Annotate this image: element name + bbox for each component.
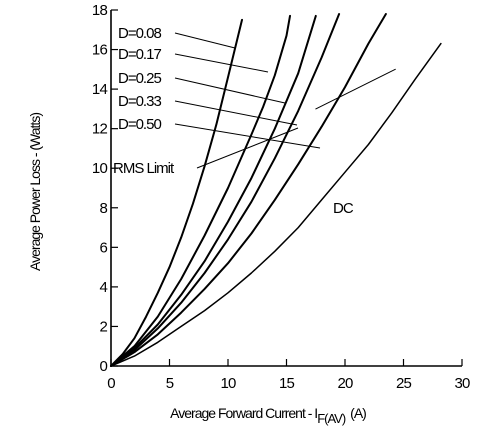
series-line-dc: [110, 42, 442, 367]
leader-line-rms-limit: [196, 127, 299, 169]
curve-label-rms-limit: RMS Limit: [113, 160, 175, 177]
series-line-d-0-08: [110, 18, 243, 367]
leader-line-d-0-08: [174, 32, 236, 49]
y-tick-label: 4: [99, 279, 107, 296]
series-line-d-0-25: [110, 14, 317, 367]
y-tick-label: 8: [99, 200, 107, 217]
series-line-d-0-50: [110, 13, 387, 367]
y-axis-label: Average Power Loss - (Watts): [27, 113, 43, 271]
curve-label-dc: DC: [333, 200, 354, 217]
series-lines: [110, 13, 442, 367]
label-leader-lines: [174, 32, 321, 169]
x-tick-label: 30: [454, 375, 470, 392]
y-tick-label: 6: [99, 239, 107, 256]
y-tick-label: 18: [92, 2, 108, 19]
series-line-rms-limit: [315, 68, 396, 110]
y-tick-label: 14: [92, 81, 108, 98]
x-tick-label: 5: [166, 375, 174, 392]
axes: [110, 10, 462, 367]
y-tick-label: 0: [99, 358, 107, 375]
y-tick-label: 16: [92, 42, 108, 59]
x-axis-label: Average Forward Current - IF(AV) (A): [170, 405, 366, 426]
curve-labels: D=0.08 D=0.17 D=0.25 D=0.33 D=0.50 RMS Limit D…: [113, 25, 355, 217]
curve-label-d-0-50: D=0.50: [118, 116, 161, 133]
ticks: 0 5 10 15 20 25 30 0 2 4 6 8 10 12 14 16 18: [92, 2, 471, 392]
y-tick-label: 2: [99, 318, 107, 335]
leader-line-d-0-33: [174, 100, 298, 126]
series-line-d-0-33: [110, 13, 341, 367]
curve-label-d-0-33: D=0.33: [118, 93, 161, 110]
x-tick-label: 10: [220, 375, 236, 392]
x-tick-label: 25: [396, 375, 412, 392]
leader-line-d-0-25: [174, 77, 286, 104]
leader-line-d-0-17: [174, 53, 269, 73]
curve-label-d-0-25: D=0.25: [118, 70, 161, 87]
x-tick-label: 20: [337, 375, 353, 392]
x-tick-label: 15: [279, 375, 295, 392]
y-tick-label: 10: [92, 160, 108, 177]
curve-label-d-0-08: D=0.08: [118, 25, 161, 42]
curve-label-d-0-17: D=0.17: [118, 46, 161, 63]
series-line-d-0-17: [110, 14, 291, 367]
y-tick-label: 12: [92, 121, 108, 138]
x-tick-label: 0: [107, 375, 115, 392]
leader-line-d-0-50: [174, 123, 321, 149]
